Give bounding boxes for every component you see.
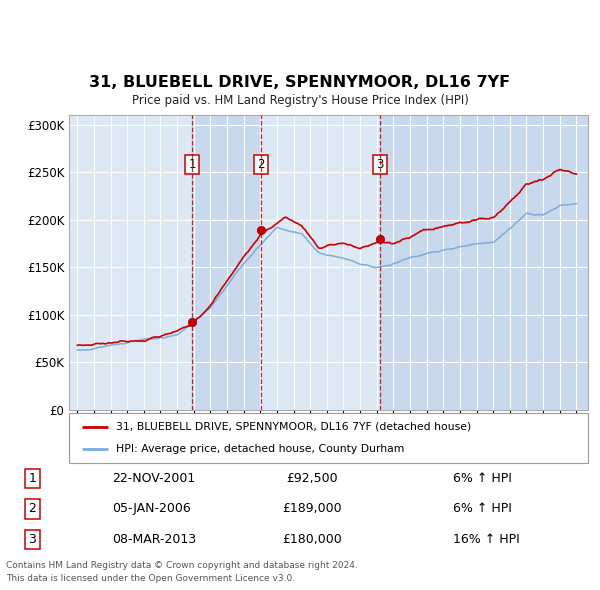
Bar: [261, 115, 380, 410]
Text: £92,500: £92,500: [286, 472, 338, 485]
Text: £180,000: £180,000: [282, 533, 341, 546]
Text: 08-MAR-2013: 08-MAR-2013: [112, 533, 196, 546]
Text: 3: 3: [376, 158, 383, 171]
Text: 05-JAN-2006: 05-JAN-2006: [112, 502, 191, 516]
Text: 2: 2: [257, 158, 265, 171]
Text: 31, BLUEBELL DRIVE, SPENNYMOOR, DL16 7YF: 31, BLUEBELL DRIVE, SPENNYMOOR, DL16 7YF: [89, 75, 511, 90]
Text: 1: 1: [188, 158, 196, 171]
Bar: [192, 115, 261, 410]
Text: Contains HM Land Registry data © Crown copyright and database right 2024.: Contains HM Land Registry data © Crown c…: [6, 560, 358, 569]
Text: This data is licensed under the Open Government Licence v3.0.: This data is licensed under the Open Gov…: [6, 574, 295, 583]
Bar: [380, 115, 588, 410]
Text: £189,000: £189,000: [282, 502, 341, 516]
Text: 6% ↑ HPI: 6% ↑ HPI: [453, 502, 512, 516]
Bar: [69, 115, 192, 410]
Text: 2: 2: [29, 502, 37, 516]
Text: 31, BLUEBELL DRIVE, SPENNYMOOR, DL16 7YF (detached house): 31, BLUEBELL DRIVE, SPENNYMOOR, DL16 7YF…: [116, 421, 471, 431]
FancyBboxPatch shape: [69, 413, 588, 463]
Text: 22-NOV-2001: 22-NOV-2001: [112, 472, 195, 485]
Text: 6% ↑ HPI: 6% ↑ HPI: [453, 472, 512, 485]
Text: Price paid vs. HM Land Registry's House Price Index (HPI): Price paid vs. HM Land Registry's House …: [131, 94, 469, 107]
Text: HPI: Average price, detached house, County Durham: HPI: Average price, detached house, Coun…: [116, 444, 404, 454]
Text: 1: 1: [29, 472, 37, 485]
Text: 3: 3: [29, 533, 37, 546]
Text: 16% ↑ HPI: 16% ↑ HPI: [453, 533, 520, 546]
